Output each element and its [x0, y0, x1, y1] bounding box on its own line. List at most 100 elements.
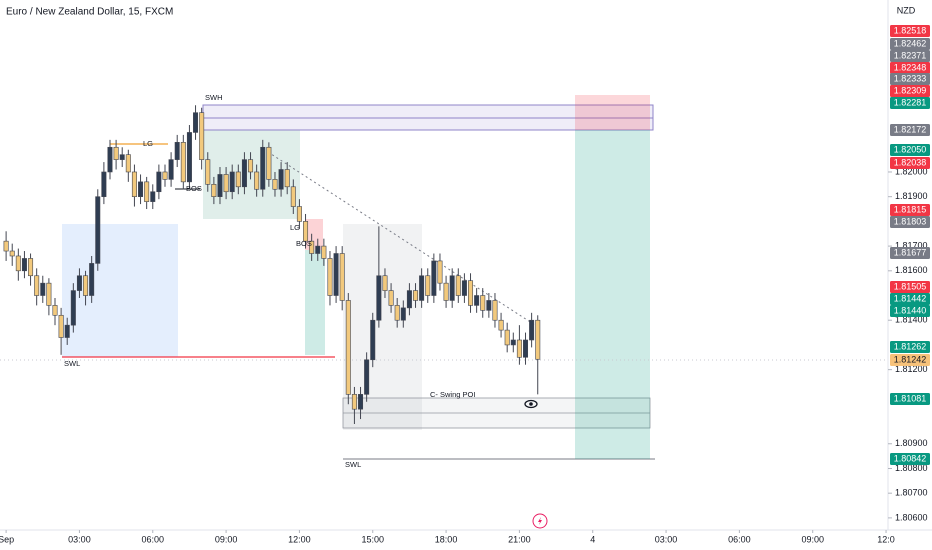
badge-label: 1.81262 — [894, 341, 927, 351]
candle-body — [229, 171, 235, 193]
candle-body — [296, 206, 302, 222]
candle-body — [186, 132, 192, 183]
x-tick-label: 12:0 — [877, 534, 895, 544]
lightning-button[interactable] — [532, 513, 548, 529]
candle-body — [64, 324, 70, 338]
candle-body — [248, 159, 254, 173]
price-badge: 1.82309 — [890, 85, 930, 97]
candle-body — [174, 142, 180, 160]
badge-label: 1.81440 — [894, 305, 927, 315]
y-tick-label: 1.80900 — [895, 438, 928, 448]
candle-body — [437, 260, 443, 284]
eye-icon[interactable] — [524, 399, 538, 409]
x-tick-label: 21:00 — [508, 534, 531, 544]
chart-title: Euro / New Zealand Dollar, 15, FXCM — [6, 7, 173, 18]
candle-body — [364, 359, 370, 395]
price-badge: 1.80842 — [890, 453, 930, 465]
badge-bg — [890, 341, 930, 353]
y-tick-label: 1.81400 — [895, 315, 928, 325]
candle-body — [34, 275, 40, 296]
candle-body — [83, 275, 89, 296]
candle-body — [260, 146, 266, 190]
badge-label: 1.82348 — [894, 62, 927, 72]
annotation: LG — [290, 223, 300, 232]
badge-label: 1.81803 — [894, 216, 927, 226]
candle-body — [278, 169, 284, 190]
y-tick-label: 1.81600 — [895, 265, 928, 275]
candle-body — [211, 184, 217, 197]
candle-body — [76, 275, 82, 291]
price-badge: 1.81677 — [890, 247, 930, 259]
candle-body — [413, 290, 419, 301]
badge-label: 1.82518 — [894, 25, 927, 35]
badge-bg — [890, 50, 930, 62]
candle-body — [474, 295, 480, 306]
badge-label: 1.82333 — [894, 73, 927, 83]
candle-body — [70, 290, 76, 326]
price-badge: 1.81081 — [890, 393, 930, 405]
candle-body — [28, 258, 34, 277]
price-badge: 1.81505 — [890, 281, 930, 293]
candle-body — [339, 253, 345, 301]
currency-label[interactable]: NZD — [897, 5, 916, 15]
price-badge: 1.81242 — [890, 354, 930, 366]
badge-bg — [890, 305, 930, 317]
annotation: BOS — [296, 239, 312, 248]
candle-body — [235, 171, 241, 188]
price-badge: 1.82348 — [890, 62, 930, 74]
badge-label: 1.81442 — [894, 293, 927, 303]
badge-label: 1.82050 — [894, 144, 927, 154]
annotation: SWL — [64, 359, 80, 368]
candle-body — [254, 171, 260, 190]
candle-body — [284, 169, 290, 188]
badge-bg — [890, 25, 930, 37]
candle-body — [113, 146, 119, 160]
badge-label: 1.82309 — [894, 85, 927, 95]
badge-label: 1.80842 — [894, 453, 927, 463]
candle-body — [516, 339, 522, 358]
y-tick-label: 1.81700 — [895, 240, 928, 250]
candle-body — [333, 253, 339, 296]
badge-bg — [890, 216, 930, 228]
candle-body — [40, 282, 46, 296]
badge-bg — [890, 157, 930, 169]
x-tick-label: 03:00 — [68, 534, 91, 544]
candle-body — [400, 307, 406, 321]
badge-label: 1.82038 — [894, 157, 927, 167]
y-tick-label: 1.80600 — [895, 512, 928, 522]
badge-bg — [890, 62, 930, 74]
candle-body — [223, 174, 229, 193]
candle-body — [272, 179, 278, 190]
badge-label: 1.82371 — [894, 50, 927, 60]
candle-body — [449, 275, 455, 301]
price-badge: 1.82462 — [890, 38, 930, 50]
price-badge: 1.82050 — [890, 144, 930, 156]
candle-body — [510, 339, 516, 346]
badge-bg — [890, 73, 930, 85]
candle-body — [529, 319, 535, 341]
candle-body — [205, 159, 211, 185]
candle-body — [376, 275, 382, 321]
candle-body — [370, 319, 376, 361]
candle-body — [180, 142, 186, 183]
candle-body — [382, 275, 388, 291]
annotation: LG — [143, 139, 153, 148]
candle-body — [95, 196, 101, 264]
x-tick-label: 03:00 — [655, 534, 678, 544]
bullish-zone — [305, 250, 325, 355]
candle-body — [150, 191, 156, 202]
badge-bg — [890, 85, 930, 97]
candle-body — [3, 240, 9, 252]
candle-body — [431, 260, 437, 296]
badge-bg — [890, 124, 930, 136]
annotation: C- Swing POI — [430, 390, 475, 399]
candle-body — [419, 275, 425, 301]
candle-body — [351, 394, 357, 410]
badge-label: 1.81505 — [894, 281, 927, 291]
badge-bg — [890, 354, 930, 366]
badge-label: 1.81081 — [894, 393, 927, 403]
candle-body — [119, 154, 125, 160]
price-badge: 1.81262 — [890, 341, 930, 353]
candle-body — [327, 258, 333, 296]
